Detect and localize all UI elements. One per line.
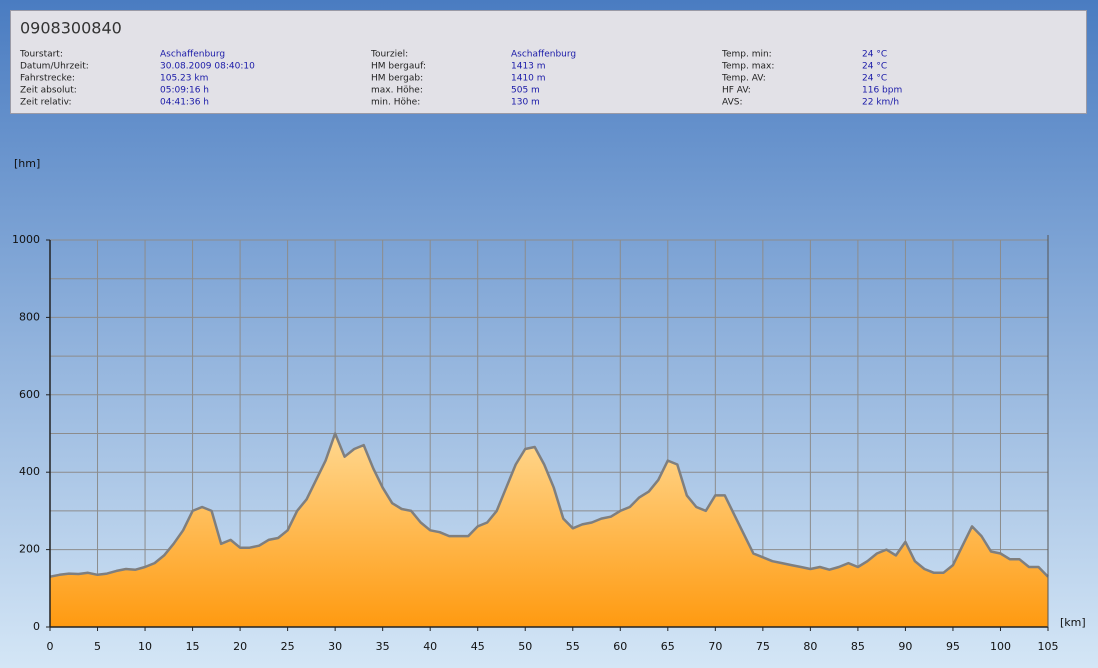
y-tick-label: 0	[33, 620, 40, 633]
info-label: Temp. AV:	[721, 74, 766, 84]
x-tick-label: 100	[990, 640, 1011, 653]
x-tick-label: 0	[47, 640, 54, 653]
x-tick-label: 25	[281, 640, 295, 653]
info-label: min. Höhe:	[371, 98, 420, 108]
x-tick-label: 40	[423, 640, 437, 653]
y-tick-label: 800	[19, 310, 40, 323]
x-tick-label: 5	[94, 640, 101, 653]
info-label: Datum/Uhrzeit:	[20, 62, 89, 72]
x-tick-label: 70	[708, 640, 722, 653]
info-value: 30.08.2009 08:40:10	[160, 62, 255, 72]
info-label: Temp. max:	[721, 62, 774, 72]
x-tick-label: 35	[376, 640, 390, 653]
info-value: 24 °C	[862, 62, 887, 72]
x-tick-label: 45	[471, 640, 485, 653]
info-label: Fahrstrecke:	[20, 74, 75, 84]
info-label: Zeit relativ:	[20, 98, 72, 108]
info-value: 22 km/h	[862, 98, 899, 108]
info-label: max. Höhe:	[371, 86, 423, 96]
info-value: Aschaffenburg	[511, 50, 576, 60]
x-tick-label: 30	[328, 640, 342, 653]
info-value: 505 m	[511, 86, 540, 96]
y-tick-label: 600	[19, 388, 40, 401]
info-value: 105.23 km	[160, 74, 208, 84]
info-value: Aschaffenburg	[160, 50, 225, 60]
x-tick-label: 65	[661, 640, 675, 653]
info-panel	[10, 10, 1087, 114]
info-label: Tourziel:	[370, 50, 408, 60]
info-value: 1413 m	[511, 62, 546, 72]
info-label: HF AV:	[722, 86, 751, 96]
x-tick-label: 15	[186, 640, 200, 653]
x-tick-label: 80	[803, 640, 817, 653]
y-tick-label: 400	[19, 465, 40, 478]
x-tick-label: 20	[233, 640, 247, 653]
x-tick-label: 60	[613, 640, 627, 653]
info-value: 04:41:36 h	[160, 98, 209, 108]
x-tick-label: 85	[851, 640, 865, 653]
panel-title: 0908300840	[20, 19, 122, 38]
x-axis-label: [km]	[1060, 616, 1086, 629]
info-label: AVS:	[722, 98, 742, 108]
y-tick-label: 1000	[12, 233, 40, 246]
info-label: HM bergauf:	[371, 62, 426, 72]
x-tick-label: 105	[1038, 640, 1059, 653]
info-value: 05:09:16 h	[160, 86, 209, 96]
line	[49, 432, 1049, 578]
y-axis-label: [hm]	[14, 157, 40, 170]
x-tick-label: 75	[756, 640, 770, 653]
info-value: 24 °C	[862, 50, 887, 60]
info-label: Tourstart:	[19, 50, 63, 60]
y-tick-label: 200	[19, 543, 40, 556]
info-label: HM bergab:	[371, 74, 423, 84]
info-label: Zeit absolut:	[20, 86, 77, 96]
x-tick-label: 95	[946, 640, 960, 653]
x-tick-label: 50	[518, 640, 532, 653]
x-tick-label: 10	[138, 640, 152, 653]
info-value: 130 m	[511, 98, 540, 108]
x-tick-label: 55	[566, 640, 580, 653]
info-label: Temp. min:	[721, 50, 772, 60]
x-tick-label: 90	[898, 640, 912, 653]
info-value: 24 °C	[862, 74, 887, 84]
area	[50, 433, 1048, 627]
info-value: 116 bpm	[862, 86, 902, 96]
info-value: 1410 m	[511, 74, 546, 84]
